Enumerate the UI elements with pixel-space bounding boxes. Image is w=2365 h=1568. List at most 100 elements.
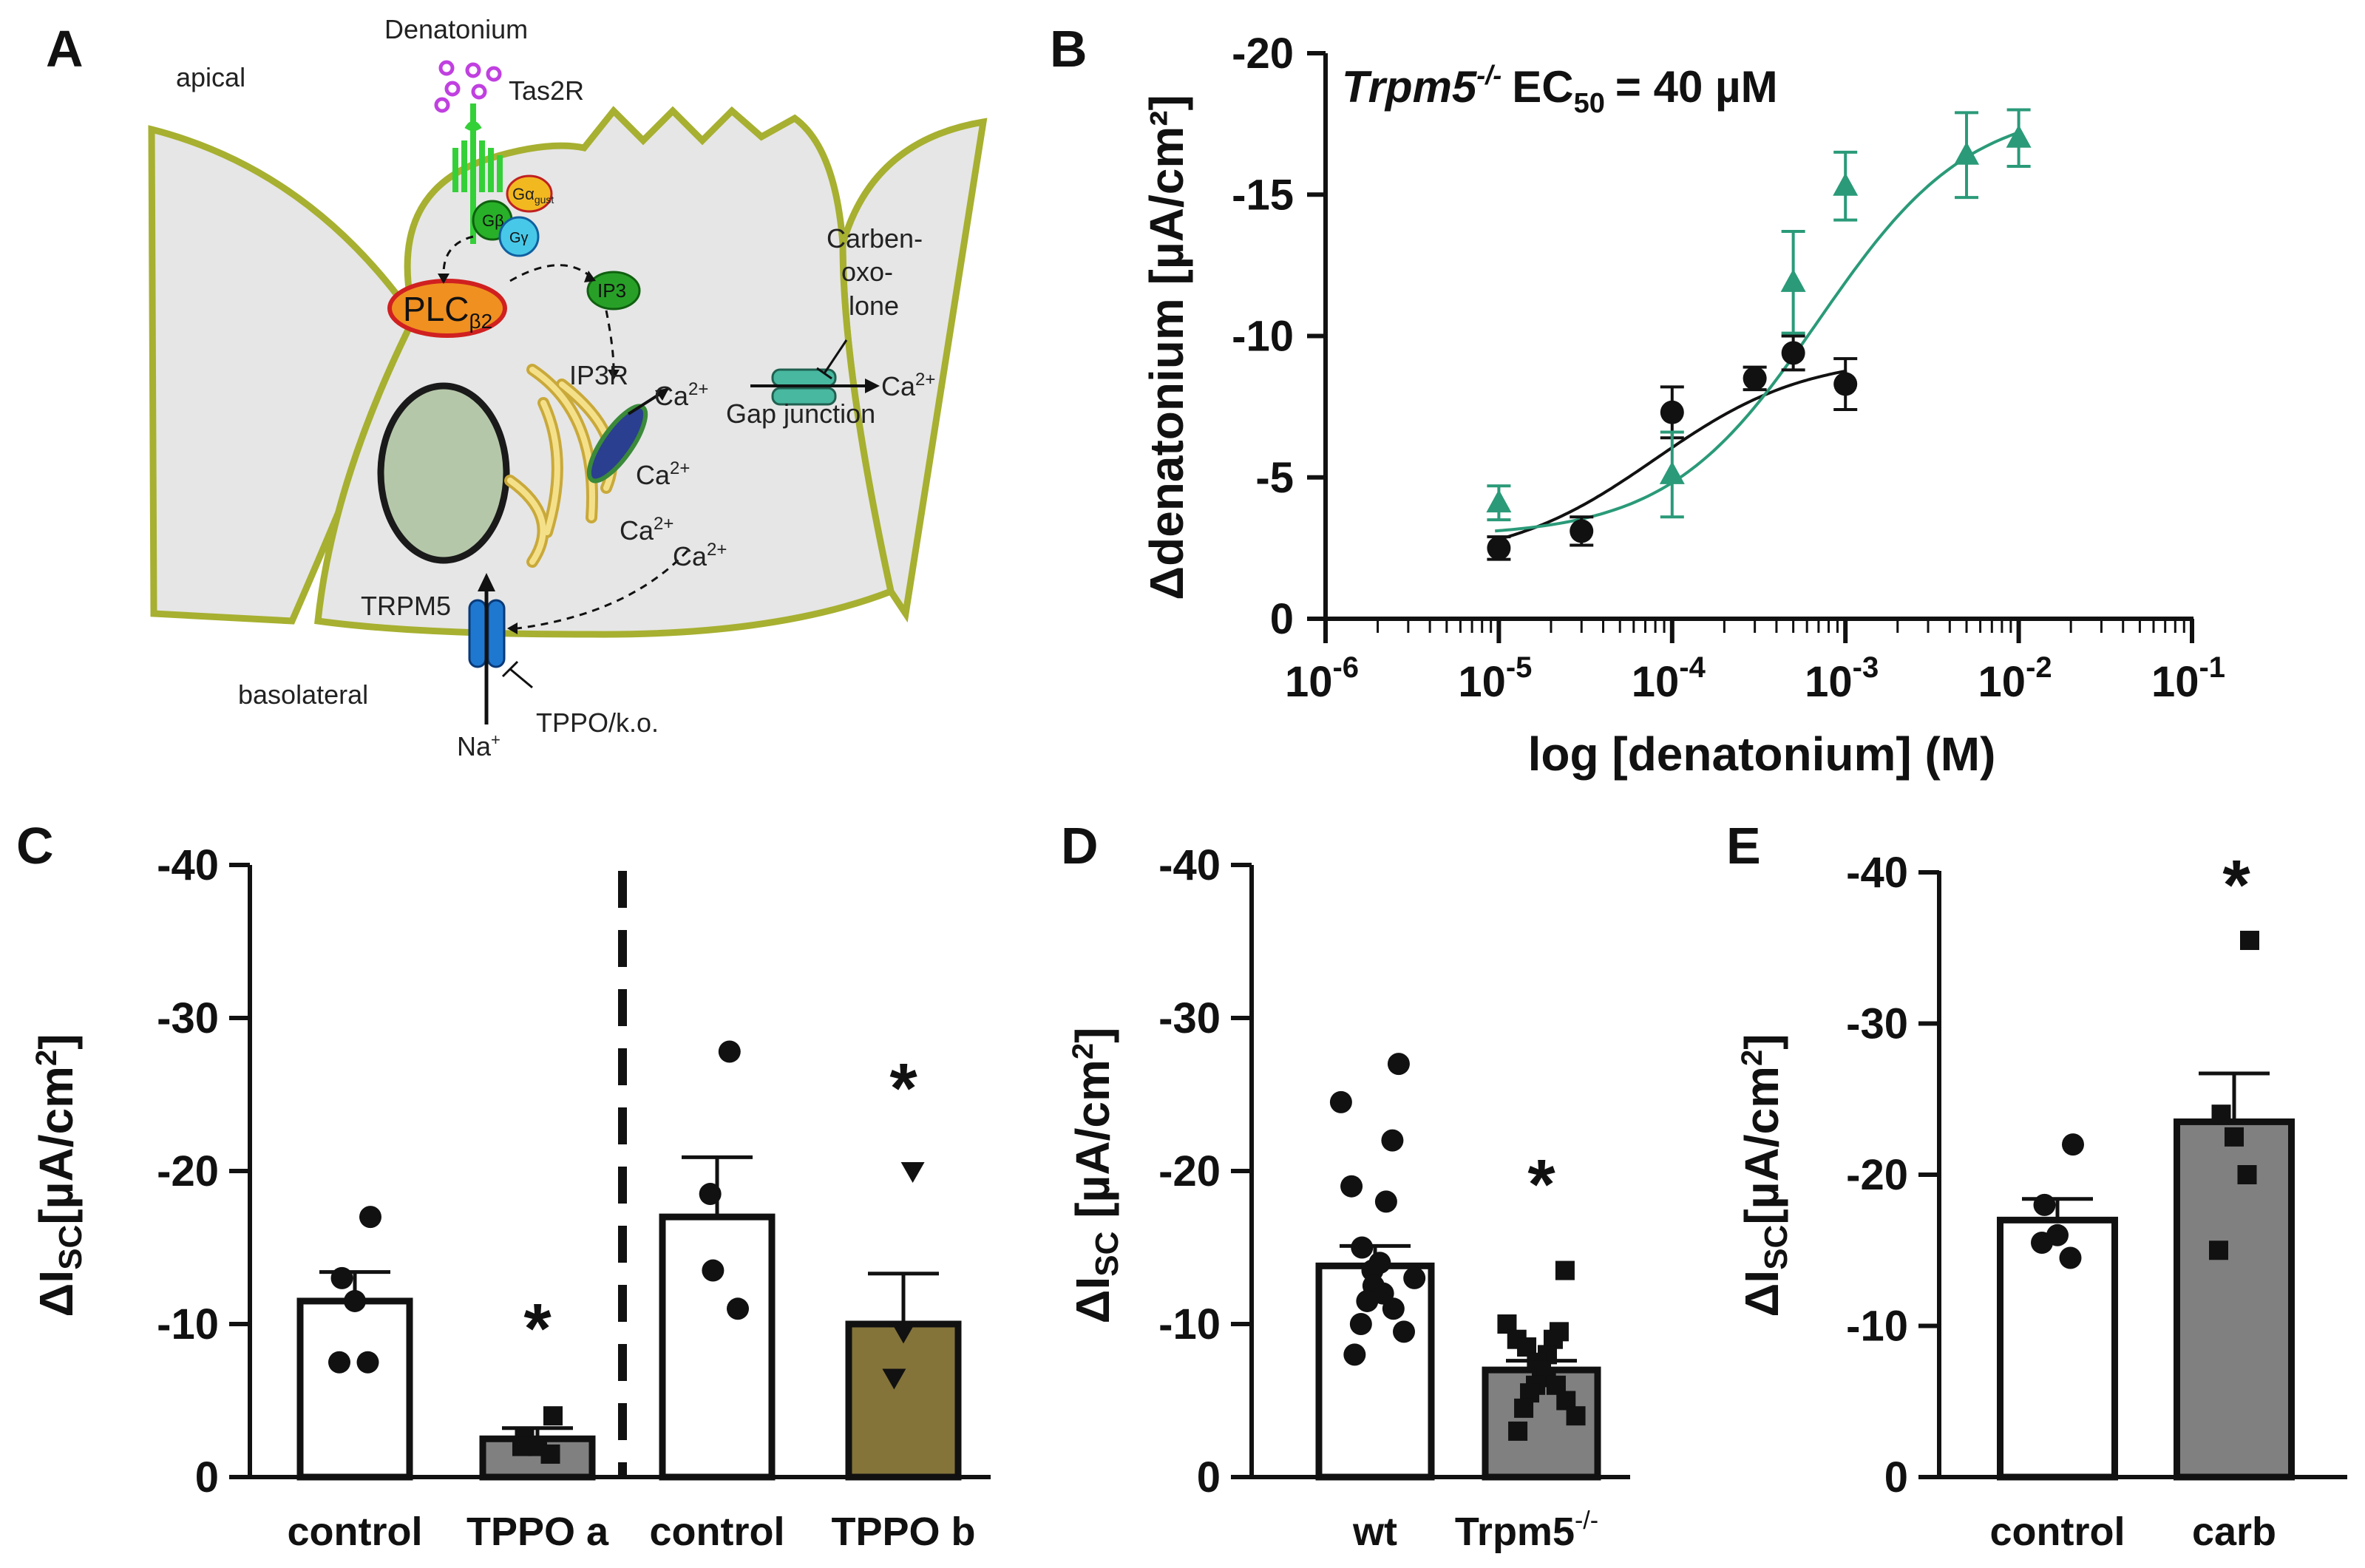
- b-point-wt: [1660, 400, 1684, 424]
- c-ytick-label: -30: [157, 994, 219, 1042]
- c-point: [900, 1162, 925, 1183]
- panel-b-x-ticks: 10-6 10-5 10-4 10-3 10-2 10-1: [1285, 619, 2225, 706]
- panel-d-y-label: ΔISC [µA/cm2]: [1066, 1028, 1125, 1324]
- e-bar-0: [1997, 1216, 2118, 1481]
- g-gamma: [498, 216, 540, 257]
- panel-b-x-label: log [denatonium] (M): [1528, 727, 1996, 781]
- b-xtick-label: 10-3: [1805, 651, 1879, 706]
- panel-b-letter: B: [1050, 20, 1088, 78]
- tppo-ko-label: TPPO/k.o.: [536, 707, 659, 738]
- e-ytick-label: -20: [1846, 1151, 1908, 1199]
- e-point: [2031, 1232, 2053, 1255]
- panel-d-y-ticks: 0 -10 -20 -30 -40: [1158, 841, 1252, 1501]
- e-point: [2225, 1127, 2244, 1147]
- e-point: [2240, 931, 2259, 951]
- b-point-wt: [1570, 519, 1594, 543]
- d-ytick-label: -30: [1158, 994, 1221, 1042]
- c-ytick-label: -40: [157, 841, 219, 889]
- d-ytick-label: 0: [1197, 1453, 1221, 1501]
- carbenoxolone-line3: lone: [849, 291, 899, 321]
- c-point: [540, 1444, 560, 1464]
- denatonium-molecules: [434, 60, 502, 113]
- c-point: [330, 1266, 353, 1289]
- carbenoxolone-line2: oxo-: [841, 257, 893, 287]
- b-point-trpm5: [1486, 489, 1512, 513]
- b-ytick-label: -15: [1232, 171, 1294, 219]
- panel-b-data-points: [1486, 108, 2032, 561]
- c-point: [718, 1040, 741, 1063]
- b-point-trpm5: [1833, 172, 1859, 196]
- panel-e-y-label: ΔISC[µA/cm2]: [1735, 1034, 1794, 1317]
- e-point: [2209, 1241, 2228, 1260]
- b-point-trpm5: [1954, 141, 1980, 165]
- panel-c-cat-control-a: control: [288, 1510, 423, 1554]
- basolateral-label: basolateral: [238, 679, 368, 710]
- c-bar-2: [659, 1213, 776, 1481]
- e-ytick-label: -10: [1846, 1303, 1908, 1351]
- d-ytick-label: -10: [1158, 1300, 1221, 1348]
- b-xtick-label: 10-6: [1285, 651, 1359, 706]
- d-point: [1387, 1053, 1410, 1076]
- e-point: [2033, 1193, 2056, 1216]
- c-point: [328, 1351, 350, 1374]
- d-point: [1382, 1297, 1405, 1320]
- b-ytick-label: -5: [1255, 454, 1294, 502]
- c-point: [892, 1323, 915, 1344]
- e-ytick-label: 0: [1884, 1453, 1908, 1501]
- ca-label-2: Ca2+: [636, 458, 690, 490]
- b-point-trpm5: [1780, 268, 1806, 292]
- b-xtick-label: 10-2: [1978, 651, 2052, 706]
- c-point: [356, 1351, 379, 1374]
- c-ytick-label: -20: [157, 1147, 219, 1195]
- d-point: [1508, 1421, 1528, 1441]
- d-point: [1343, 1343, 1366, 1366]
- e-bar-1: [2174, 1118, 2295, 1481]
- ca-label-4: Ca2+: [673, 540, 727, 571]
- ca-label-1: Ca2+: [654, 379, 708, 411]
- c-point: [702, 1259, 725, 1282]
- d-ytick-label: -20: [1158, 1147, 1221, 1195]
- panel-a-letter: A: [46, 20, 84, 78]
- c-point: [543, 1406, 563, 1426]
- panel-d: D 0 -10 -20 -30 -40 ΔISC [µA/cm2] wt Trpm5-/…: [1061, 817, 1630, 1554]
- plc-beta2: [387, 279, 507, 338]
- panel-d-cat-trpm5: Trpm5-/-: [1455, 1507, 1598, 1554]
- ip3r-channel: [586, 404, 648, 483]
- b-point-trpm5: [2006, 124, 2032, 148]
- panel-e: E 0 -10 -20 -30 -40 ΔISC[µA/cm2] control car…: [1726, 817, 2347, 1554]
- panel-c-bars: [296, 1040, 962, 1481]
- panel-b-y-label: Δdenatonium [µA/cm²]: [1140, 95, 1193, 600]
- b-xtick-label: 10-5: [1458, 651, 1532, 706]
- panel-b-y-ticks: 0 -5 -10 -15 -20: [1232, 30, 1326, 643]
- tas2r-receptor: [452, 103, 503, 244]
- na-label: Na+: [457, 730, 501, 761]
- c-point: [344, 1289, 366, 1312]
- e-ytick-label: -40: [1846, 849, 1908, 897]
- b-ytick-label: -10: [1232, 313, 1294, 361]
- d-point: [1381, 1129, 1404, 1152]
- panel-d-bars: [1315, 1053, 1601, 1481]
- c-point: [699, 1183, 722, 1206]
- c-bar-3: [845, 1320, 962, 1481]
- panel-c-cat-tppo-a: TPPO a: [466, 1510, 609, 1554]
- panel-e-cat-control: control: [1990, 1510, 2125, 1554]
- b-ytick-label: -20: [1232, 30, 1294, 78]
- e-point: [2237, 1165, 2257, 1184]
- panel-e-bars: [1997, 931, 2295, 1481]
- g-beta-label: Gβ: [482, 211, 504, 230]
- b-point-wt: [1487, 536, 1511, 560]
- ip3r-label: IP3R: [569, 360, 628, 390]
- panel-b-axes: [1323, 53, 2193, 621]
- b-point-wt: [1743, 366, 1767, 390]
- e-ytick-label: -30: [1846, 1000, 1908, 1048]
- panel-b-minor-ticks: [1377, 619, 2185, 633]
- panel-c-y-label: ΔISC[µA/cm2]: [30, 1034, 89, 1317]
- d-point: [1566, 1406, 1586, 1426]
- d-point: [1374, 1190, 1397, 1213]
- panel-c-letter: C: [16, 817, 54, 875]
- b-point-wt: [1833, 372, 1858, 396]
- c-point: [882, 1368, 906, 1390]
- panel-d-letter: D: [1061, 817, 1099, 875]
- c-point: [727, 1297, 749, 1320]
